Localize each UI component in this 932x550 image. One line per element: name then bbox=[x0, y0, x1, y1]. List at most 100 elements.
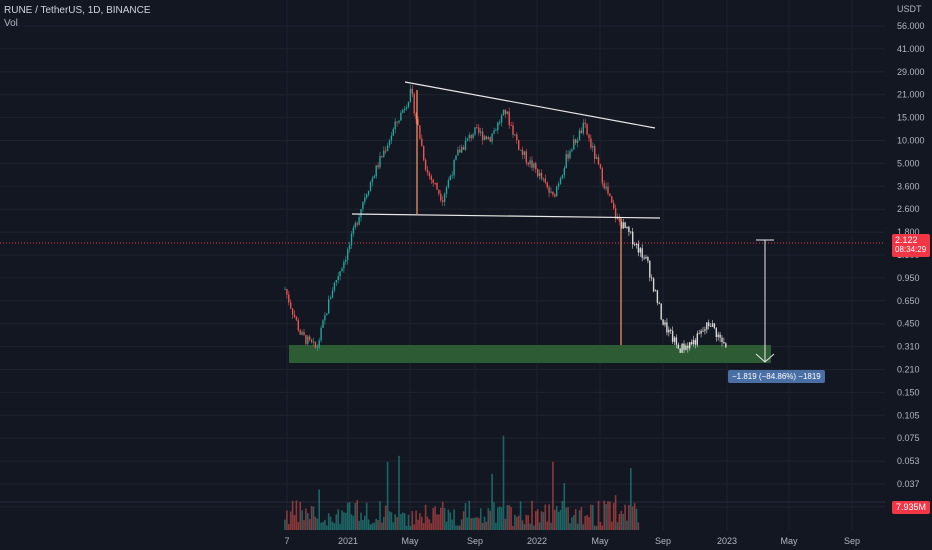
candle bbox=[687, 342, 689, 353]
volume-bar bbox=[561, 501, 564, 530]
candle bbox=[683, 340, 685, 353]
candle bbox=[597, 154, 600, 166]
candle bbox=[430, 174, 432, 184]
candle bbox=[432, 178, 434, 187]
candle bbox=[398, 120, 400, 125]
candle bbox=[375, 165, 377, 179]
support-zone[interactable] bbox=[289, 345, 771, 363]
candle bbox=[388, 138, 391, 148]
candle bbox=[689, 342, 691, 351]
candle bbox=[383, 146, 385, 159]
volume-bar bbox=[555, 506, 558, 530]
price-tick-label: 0.075 bbox=[897, 433, 920, 443]
candle bbox=[449, 174, 451, 181]
price-tick-label: 15.000 bbox=[897, 113, 925, 123]
volume-bar bbox=[422, 523, 425, 530]
candle bbox=[675, 334, 678, 349]
volume-bar bbox=[390, 512, 393, 530]
candle bbox=[404, 106, 406, 113]
volume-bar bbox=[582, 524, 585, 530]
price-tick-label: 0.150 bbox=[897, 387, 920, 397]
price-axis[interactable]: USDT 56.000 41.000 29.000 21.000 15.000 10.000… bbox=[897, 4, 925, 512]
candle bbox=[698, 329, 700, 335]
candle bbox=[407, 101, 410, 109]
descending-trendline[interactable] bbox=[404, 81, 656, 129]
candle bbox=[519, 149, 522, 151]
candle bbox=[500, 113, 503, 127]
volume-bar bbox=[341, 510, 343, 530]
volume-bar bbox=[375, 518, 377, 530]
volume-bar bbox=[616, 522, 619, 530]
volume-bar bbox=[348, 502, 351, 530]
candle bbox=[413, 92, 415, 117]
volume-bar bbox=[377, 520, 379, 530]
candle bbox=[362, 201, 364, 213]
volume-bar bbox=[468, 500, 471, 530]
candle bbox=[576, 137, 579, 148]
volume-bar bbox=[472, 517, 474, 530]
time-tick-label: May bbox=[780, 536, 798, 546]
candle bbox=[624, 221, 626, 229]
volume-bar bbox=[320, 522, 322, 530]
candle bbox=[565, 150, 567, 169]
candle bbox=[637, 240, 640, 257]
candle bbox=[521, 146, 524, 160]
candle bbox=[409, 84, 412, 103]
candle bbox=[436, 181, 438, 190]
candle bbox=[442, 196, 444, 206]
volume-bar bbox=[356, 500, 358, 530]
volume-bar bbox=[497, 507, 499, 530]
time-tick-label: May bbox=[401, 536, 419, 546]
volume-bar bbox=[506, 505, 509, 530]
price-tick-label: 0.450 bbox=[897, 319, 920, 329]
volume-bar bbox=[548, 504, 550, 530]
volume-label[interactable]: Vol bbox=[4, 18, 18, 29]
candle bbox=[424, 157, 427, 172]
volume-bar bbox=[614, 495, 617, 530]
candle bbox=[493, 127, 495, 135]
volume-bar bbox=[400, 513, 402, 530]
volume-bar bbox=[521, 520, 524, 530]
candle bbox=[605, 182, 607, 191]
volume-bar bbox=[451, 519, 453, 530]
volume-bar bbox=[457, 525, 459, 530]
volume-bar bbox=[365, 502, 368, 530]
candle bbox=[348, 241, 351, 254]
volume-bar bbox=[514, 514, 516, 530]
candle bbox=[480, 127, 482, 137]
candle bbox=[324, 312, 326, 325]
candle bbox=[290, 299, 292, 310]
symbol-title[interactable]: RUNE / TetherUS, 1D, BINANCE bbox=[4, 5, 151, 16]
candle bbox=[377, 162, 379, 170]
volume-bar bbox=[554, 509, 556, 530]
volume-bar bbox=[607, 501, 609, 530]
neckline[interactable] bbox=[351, 213, 661, 219]
volume-bar bbox=[519, 501, 522, 530]
candle bbox=[301, 329, 303, 336]
volume-bar bbox=[339, 523, 341, 530]
volume-bar bbox=[504, 518, 507, 530]
candle bbox=[573, 135, 575, 150]
candle bbox=[702, 326, 704, 332]
volume-bar bbox=[527, 515, 529, 530]
candle bbox=[459, 145, 461, 153]
volume-bar bbox=[310, 506, 313, 530]
volume-bar bbox=[557, 511, 560, 530]
candle bbox=[438, 189, 440, 197]
candle bbox=[316, 344, 318, 352]
volume-bar bbox=[407, 514, 410, 530]
candle bbox=[630, 231, 632, 235]
volume-bar bbox=[324, 520, 326, 530]
volume-bar bbox=[550, 522, 552, 530]
volume-bar bbox=[618, 513, 621, 530]
candle bbox=[557, 181, 560, 190]
time-axis[interactable]: 7 2021 May Sep 2022 May Sep 2023 May Sep bbox=[284, 536, 860, 546]
volume-bar bbox=[595, 525, 598, 530]
volume-bar bbox=[379, 501, 381, 530]
volume-bar bbox=[286, 510, 288, 530]
volume-bar bbox=[552, 461, 554, 530]
candle bbox=[518, 139, 520, 151]
volume-bar bbox=[580, 506, 583, 530]
candle bbox=[335, 279, 337, 287]
